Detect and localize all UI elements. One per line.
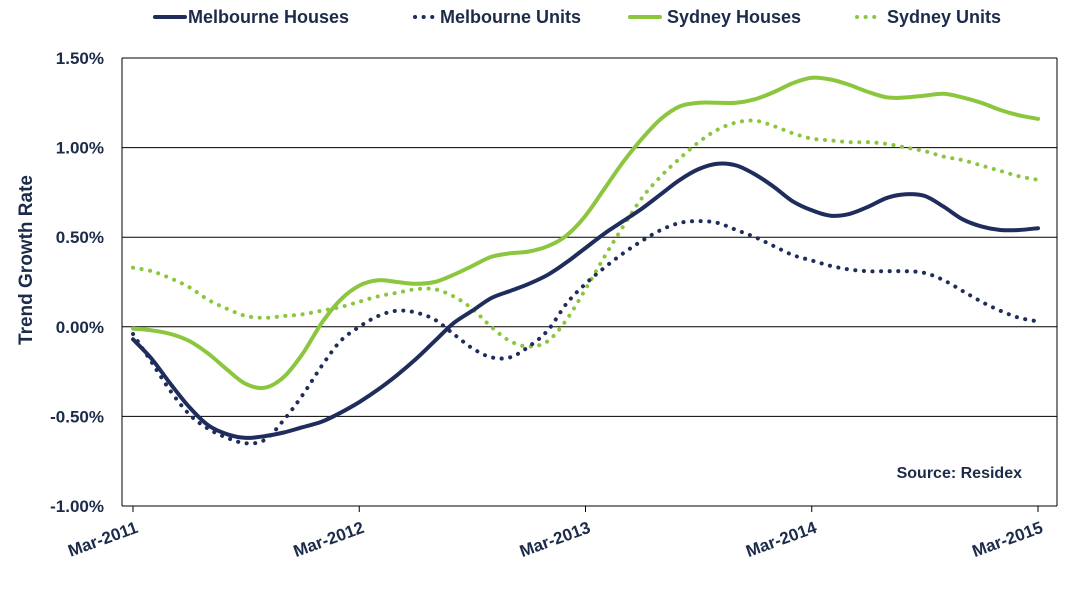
series-line-melbourne-units [131,219,1040,446]
x-tick-label: Mar-2011 [65,518,140,561]
series-line-melbourne-houses [131,161,1040,440]
series-lines [131,75,1040,446]
series-line-sydney-houses [131,75,1040,391]
y-tick-label: 0.50% [56,228,104,247]
x-tick-label: Mar-2012 [291,518,367,561]
y-axis-label: Trend Growth Rate [16,175,37,345]
x-tick-label: Mar-2014 [743,518,819,561]
y-tick-label: 1.00% [56,139,104,158]
y-tick-label: -0.50% [50,407,104,426]
x-tick-label: Mar-2013 [517,518,593,561]
legend: Melbourne Houses Melbourne Units Sydney Ho… [153,7,1001,27]
axes [121,58,1058,506]
y-tick-label: 0.00% [56,318,104,337]
x-tick-label: Mar-2015 [970,518,1046,561]
y-tick-label: -1.00% [50,497,104,516]
y-axis-ticks: 1.50% 1.00% 0.50% 0.00% -0.50% -1.00% [50,49,104,516]
legend-label: Melbourne Houses [188,7,349,27]
y-tick-label: 1.50% [56,49,104,68]
legend-label: Melbourne Units [440,7,581,27]
legend-label: Sydney Units [887,7,1001,27]
x-axis-ticks: Mar-2011 Mar-2012 Mar-2013 Mar-2014 Mar-2015 [65,506,1045,561]
series-line-sydney-units [131,118,1040,349]
source-note: Source: Residex [897,465,1022,482]
legend-label: Sydney Houses [667,7,801,27]
